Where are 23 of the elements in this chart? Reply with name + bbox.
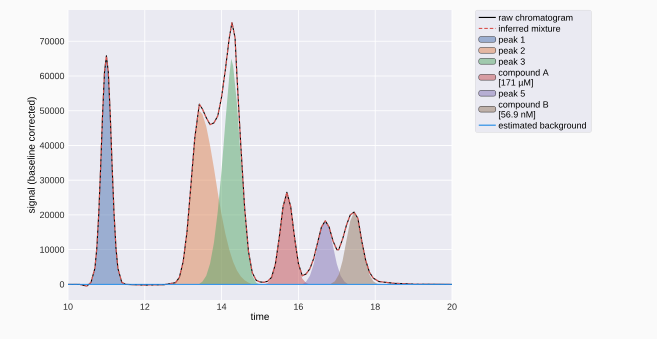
y-tick-label: 10000 — [40, 246, 64, 253]
y-tick-label: 60000 — [40, 72, 64, 80]
legend-label: raw chromatogram — [498, 14, 572, 23]
x-axis-title: time — [250, 312, 269, 320]
x-tick-label: 16 — [294, 304, 303, 310]
y-tick-label: 0 — [60, 281, 64, 288]
x-tick-label: 20 — [447, 304, 457, 310]
y-tick-label: 40000 — [40, 142, 64, 149]
x-tick-label: 12 — [140, 304, 150, 310]
x-tick-label: 14 — [217, 304, 226, 310]
y-tick-label: 50000 — [40, 108, 64, 114]
legend-label: peak 5 — [498, 90, 525, 98]
legend-label: peak 3 — [498, 58, 525, 66]
y-tick-label: 70000 — [40, 38, 64, 44]
y-tick-label: 30000 — [40, 177, 64, 184]
y-axis-title: signal (baseline corrected) — [27, 97, 37, 214]
y-tick-label: 20000 — [40, 212, 64, 218]
legend-label: peak 1 — [498, 36, 525, 45]
legend-label: inferred mixture — [498, 25, 560, 32]
legend-label: estimated background — [498, 122, 586, 130]
x-tick-label: 10 — [64, 304, 73, 310]
legend-label: peak 2 — [498, 47, 525, 56]
x-tick-label: 18 — [370, 304, 380, 310]
